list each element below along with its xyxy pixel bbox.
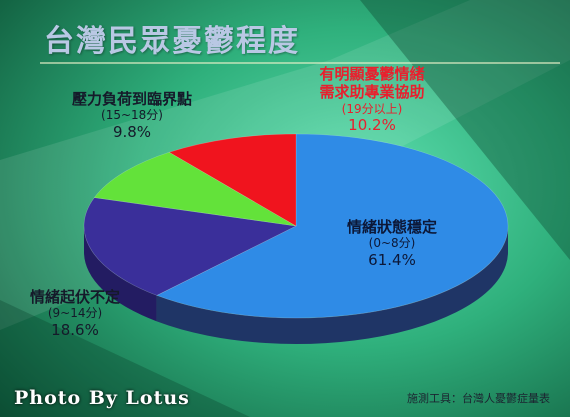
slice-value: 10.2% (348, 116, 396, 135)
pie-slice-depressed (168, 133, 297, 227)
slice-value: 18.6% (51, 320, 99, 339)
slice-value: 61.4% (368, 250, 416, 269)
pie-slice-critical (93, 151, 297, 227)
pie-slice-stable (156, 133, 509, 319)
pie-slice-fluctuating (83, 197, 297, 296)
slice-range: (15~18分) (101, 108, 163, 123)
pie-chart (83, 133, 509, 344)
page-title: 台灣民眾憂鬱程度 (44, 24, 300, 59)
photo-watermark: Photo By Lotus (14, 387, 190, 409)
label-critical: 壓力負荷到臨界點 (15~18分) 9.8% (32, 90, 232, 141)
source-note: 施測工具：台灣人憂鬱症量表 (407, 392, 550, 405)
slice-value: 9.8% (112, 122, 152, 141)
label-depressed: 有明顯憂鬱情緒 需求助專業協助 (19分以上) 10.2% (272, 65, 472, 135)
slice-label-line-1: 有明顯憂鬱情緒 (319, 65, 425, 83)
label-fluctuating: 情緒起伏不定 (9~14分) 18.6% (5, 288, 145, 339)
slice-label-line-2: 需求助專業協助 (319, 83, 425, 102)
pie-side-fluctuating (84, 226, 157, 322)
label-stable: 情緒狀態穩定 (0~8分) 61.4% (302, 218, 482, 269)
slice-label: 壓力負荷到臨界點 (71, 90, 192, 108)
slice-label: 情緒狀態穩定 (346, 218, 437, 236)
pie-side-stable (156, 226, 508, 344)
slice-range: (19分以上) (341, 101, 403, 116)
slice-range: (0~8分) (368, 236, 416, 251)
slice-range: (9~14分) (47, 306, 103, 321)
slice-label: 情緒起伏不定 (29, 288, 120, 306)
